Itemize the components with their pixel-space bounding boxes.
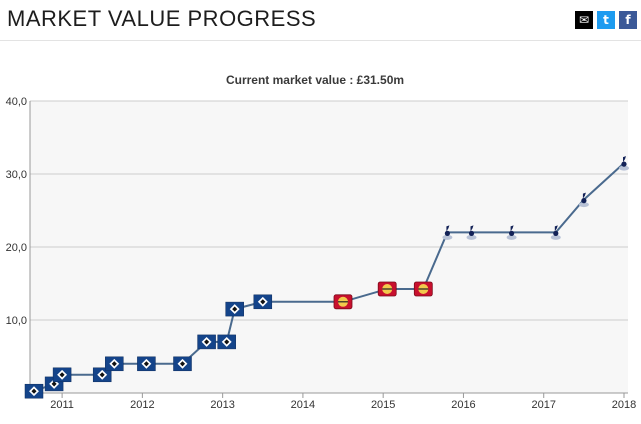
y-tick-label: 30,0: [6, 169, 27, 181]
x-tick-label: 2018: [612, 399, 636, 411]
x-tick-label: 2017: [531, 399, 555, 411]
y-tick-label: 10,0: [6, 315, 27, 327]
page-title: MARKET VALUE PROGRESS: [7, 6, 317, 31]
y-tick-label: 40,0: [6, 96, 27, 108]
x-tick-label: 2014: [291, 399, 315, 411]
data-point-tottenham: [466, 225, 477, 240]
data-point-hsv: [137, 356, 156, 372]
data-point-leverkusen: [377, 281, 397, 297]
data-point-hsv: [197, 334, 216, 350]
plot-area: 10,0 20,0 30,0 40,0 2011 2012 2013 2014 2015 2016…: [6, 96, 637, 411]
data-point-leverkusen: [333, 294, 353, 310]
y-tick-label: 20,0: [6, 242, 27, 254]
data-point-hsv: [105, 356, 124, 372]
chart-subtitle: Current market value : £31.50m: [226, 73, 404, 87]
data-point-hsv: [253, 294, 273, 310]
data-point-tottenham: [550, 225, 561, 240]
data-point-tottenham: [442, 225, 453, 240]
data-point-hsv: [92, 367, 112, 383]
x-tick-label: 2015: [371, 399, 395, 411]
data-point-leverkusen: [413, 281, 433, 297]
mail-icon[interactable]: ✉: [575, 11, 593, 29]
facebook-icon[interactable]: f: [619, 11, 637, 29]
x-tick-label: 2011: [50, 399, 74, 411]
data-point-hsv: [217, 334, 236, 350]
data-point-hsv: [173, 356, 192, 372]
data-point-hsv: [52, 367, 72, 383]
x-tick-label: 2016: [451, 399, 475, 411]
data-point-hsv: [225, 301, 244, 317]
x-tick-label: 2012: [130, 399, 154, 411]
data-point-tottenham: [506, 225, 517, 240]
data-point-hsv: [24, 383, 44, 399]
header: MARKET VALUE PROGRESS ✉ t f: [0, 0, 641, 41]
data-point-tottenham: [578, 192, 589, 208]
data-point-tottenham: [619, 156, 629, 171]
twitter-icon[interactable]: t: [597, 11, 615, 29]
x-tick-label: 2013: [210, 399, 234, 411]
market-value-chart: Current market value : £31.50m 10,0 20,0 3…: [6, 73, 637, 411]
